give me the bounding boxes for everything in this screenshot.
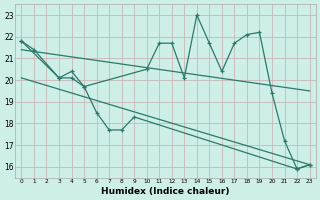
X-axis label: Humidex (Indice chaleur): Humidex (Indice chaleur) bbox=[101, 187, 230, 196]
